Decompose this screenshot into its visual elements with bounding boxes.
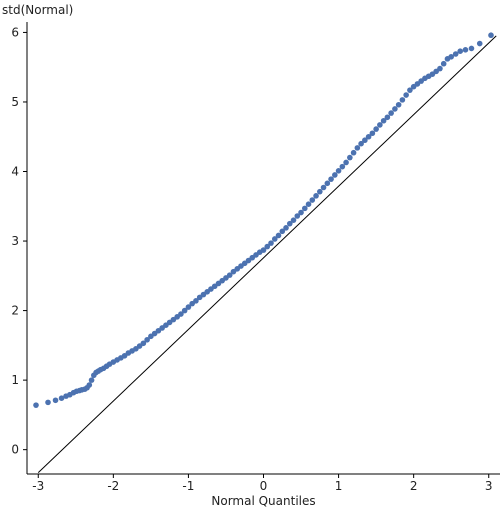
data-point xyxy=(332,172,338,178)
data-point xyxy=(388,110,394,116)
data-point xyxy=(275,232,282,239)
x-tick-label: 3 xyxy=(485,479,493,493)
data-point xyxy=(457,48,464,55)
data-point xyxy=(226,272,233,278)
x-tick-label: -1 xyxy=(182,479,194,493)
data-point xyxy=(305,201,312,207)
data-point xyxy=(185,304,192,310)
data-point xyxy=(283,225,289,231)
x-tick-label: 1 xyxy=(335,479,343,493)
data-point xyxy=(279,228,286,235)
data-point xyxy=(264,243,271,250)
data-point xyxy=(193,298,199,304)
data-point xyxy=(45,399,51,406)
y-tick-label: 5 xyxy=(11,95,19,109)
data-point xyxy=(476,40,483,47)
data-point xyxy=(403,92,409,98)
data-point xyxy=(392,106,398,112)
data-point xyxy=(347,154,353,161)
x-axis-ticks: -3 -2 -1 0 1 2 3 xyxy=(32,474,493,493)
data-point xyxy=(488,32,494,39)
data-point xyxy=(294,213,301,219)
y-tick-label: 3 xyxy=(11,234,19,248)
plot-area xyxy=(33,32,497,473)
data-point xyxy=(140,340,147,347)
y-tick-label: 0 xyxy=(11,443,19,457)
data-point xyxy=(384,114,391,121)
data-point xyxy=(260,247,267,253)
data-point xyxy=(399,97,406,103)
data-point xyxy=(380,117,387,124)
data-point xyxy=(324,180,331,187)
data-point xyxy=(448,53,454,60)
data-point xyxy=(271,236,278,242)
x-tick-label: 2 xyxy=(410,479,418,493)
y-tick-label: 4 xyxy=(11,165,19,179)
y-tick-label: 2 xyxy=(11,304,19,318)
data-point xyxy=(468,45,475,52)
y-axis-ticks: 0 1 2 3 4 5 6 xyxy=(11,25,27,457)
data-point xyxy=(268,240,274,246)
data-points xyxy=(33,32,494,408)
data-point xyxy=(343,159,349,166)
y-tick-label: 1 xyxy=(11,373,19,387)
data-point xyxy=(365,133,372,140)
y-tick-label: 6 xyxy=(11,25,19,39)
x-tick-label: -3 xyxy=(32,479,44,493)
data-point xyxy=(395,101,402,108)
data-point xyxy=(462,47,469,53)
data-point xyxy=(313,193,319,199)
data-point xyxy=(440,60,447,67)
data-point xyxy=(290,217,297,223)
data-point xyxy=(407,87,413,93)
data-point xyxy=(309,197,316,203)
data-point xyxy=(301,205,308,212)
data-point xyxy=(144,336,150,343)
reference-line xyxy=(37,35,497,473)
data-point xyxy=(354,145,361,151)
data-point xyxy=(437,65,443,72)
data-point xyxy=(328,176,334,182)
x-tick-label: 0 xyxy=(260,479,268,493)
data-point xyxy=(298,209,304,216)
data-point xyxy=(452,51,459,57)
data-point xyxy=(358,140,364,147)
data-point xyxy=(369,130,376,137)
data-point xyxy=(86,382,93,388)
data-point xyxy=(335,168,342,174)
data-point xyxy=(339,163,346,170)
data-point xyxy=(178,311,184,317)
data-point xyxy=(88,377,95,383)
data-point xyxy=(362,137,368,144)
data-point xyxy=(58,395,65,402)
x-tick-label: -2 xyxy=(107,479,119,493)
data-point xyxy=(33,402,39,408)
data-point xyxy=(377,122,383,128)
data-point xyxy=(286,220,293,227)
data-point xyxy=(373,126,379,132)
data-point xyxy=(320,184,327,191)
data-point xyxy=(317,188,323,195)
data-point xyxy=(350,149,357,156)
x-axis-label: Normal Quantiles xyxy=(211,494,315,508)
data-point xyxy=(181,307,188,314)
data-point xyxy=(52,397,59,404)
y-axis-label: std(Normal) xyxy=(2,3,73,17)
